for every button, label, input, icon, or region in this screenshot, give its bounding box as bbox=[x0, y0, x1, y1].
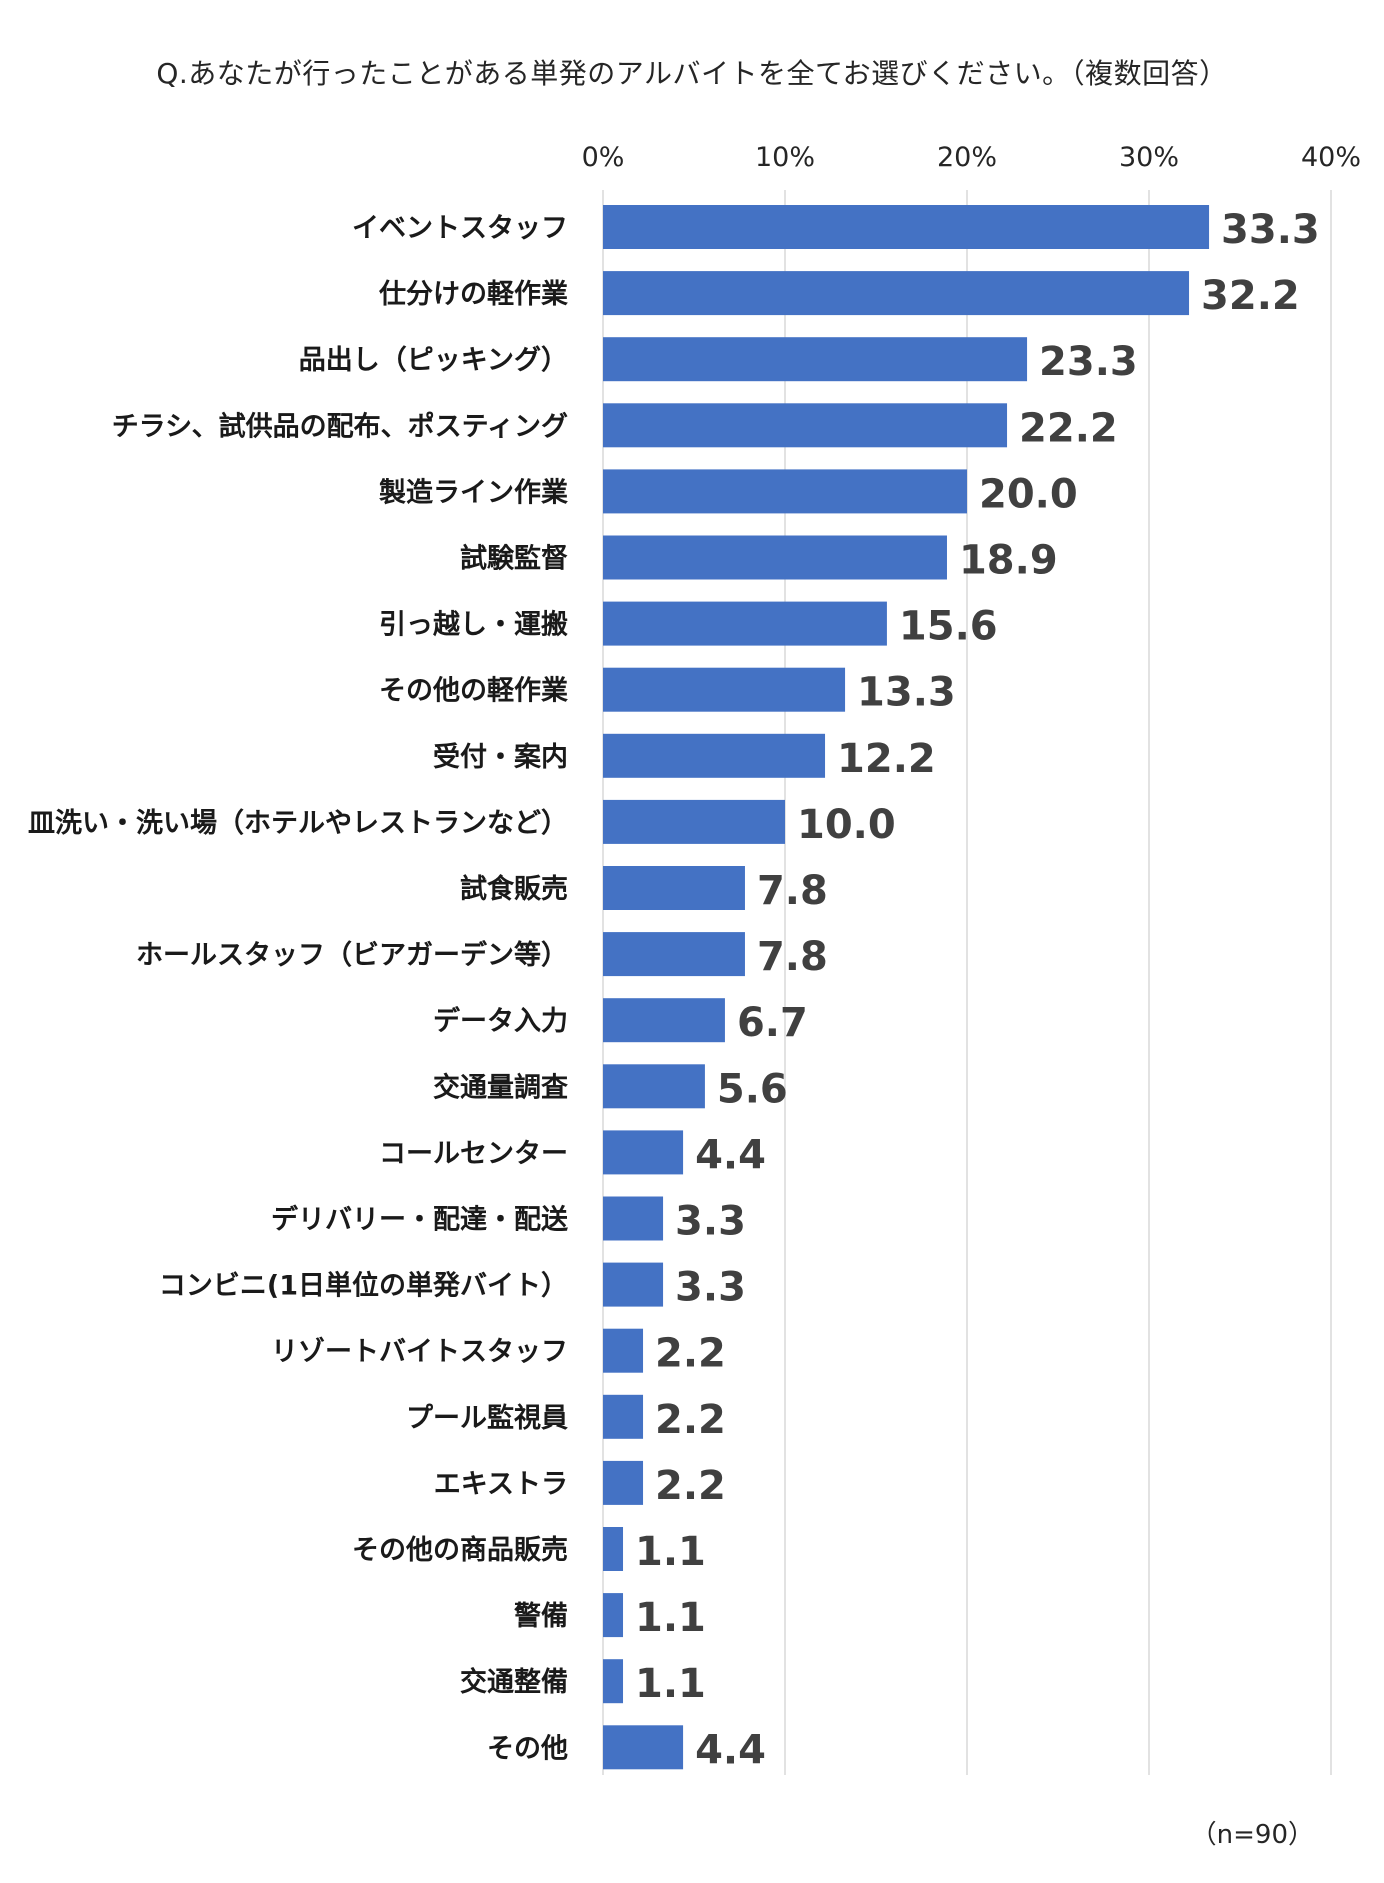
category-label: 引っ越し・運搬 bbox=[379, 609, 568, 641]
bars bbox=[603, 205, 1210, 1770]
category-label: デリバリー・配達・配送 bbox=[271, 1204, 568, 1236]
gridlines bbox=[602, 190, 1332, 1775]
x-tick-label: 0% bbox=[582, 142, 625, 173]
data-label: 33.3 bbox=[1221, 207, 1320, 253]
x-tick-label: 10% bbox=[755, 142, 815, 173]
bar bbox=[603, 1725, 684, 1770]
bar bbox=[603, 1460, 644, 1505]
bar bbox=[603, 799, 785, 844]
data-label: 7.8 bbox=[757, 934, 828, 980]
category-label: リゾートバイトスタッフ bbox=[271, 1337, 568, 1368]
bar bbox=[603, 1262, 664, 1307]
category-label: 試食販売 bbox=[460, 873, 568, 905]
bar bbox=[603, 1394, 644, 1439]
category-label: 受付・案内 bbox=[433, 741, 568, 773]
bar bbox=[603, 998, 725, 1043]
data-label: 2.2 bbox=[655, 1463, 726, 1509]
data-label: 2.2 bbox=[655, 1397, 726, 1443]
category-label: その他の商品販売 bbox=[352, 1535, 568, 1566]
category-label: 交通量調査 bbox=[433, 1071, 568, 1103]
data-label: 1.1 bbox=[635, 1529, 706, 1575]
bar bbox=[603, 1196, 664, 1241]
data-label: 6.7 bbox=[737, 1000, 808, 1046]
data-label: 23.3 bbox=[1039, 339, 1138, 385]
data-label: 2.2 bbox=[655, 1331, 726, 1377]
category-label: 警備 bbox=[514, 1600, 568, 1632]
bar bbox=[603, 1064, 705, 1109]
data-label: 3.3 bbox=[675, 1265, 746, 1311]
category-label: 試験監督 bbox=[460, 543, 568, 575]
data-label: 15.6 bbox=[899, 604, 998, 650]
x-tick-label: 20% bbox=[937, 142, 997, 173]
data-label: 12.2 bbox=[837, 736, 936, 782]
bar bbox=[603, 1130, 684, 1175]
bar bbox=[603, 1659, 624, 1704]
category-label: コンビニ(1日単位の単発バイト） bbox=[159, 1270, 568, 1302]
category-label: コールセンター bbox=[379, 1138, 568, 1169]
data-label: 1.1 bbox=[635, 1595, 706, 1641]
data-label: 4.4 bbox=[695, 1132, 766, 1178]
data-label: 10.0 bbox=[797, 802, 896, 848]
data-label: 13.3 bbox=[857, 670, 956, 716]
category-label: 品出し（ピッキング） bbox=[299, 344, 568, 376]
category-label: その他の軽作業 bbox=[379, 676, 568, 707]
bar bbox=[603, 1527, 624, 1571]
data-label: 32.2 bbox=[1201, 273, 1300, 319]
chart-title: Q.あなたが行ったことがある単発のアルバイトを全てお選びください。（複数回答） bbox=[156, 57, 1228, 90]
data-label: 5.6 bbox=[717, 1066, 788, 1112]
category-label: チラシ、試供品の配布、ポスティング bbox=[112, 410, 568, 442]
data-label: 20.0 bbox=[979, 471, 1078, 517]
data-label: 22.2 bbox=[1019, 405, 1118, 451]
bar bbox=[603, 601, 887, 646]
category-label: プール監視員 bbox=[406, 1403, 568, 1434]
category-label: イベントスタッフ bbox=[352, 213, 568, 244]
data-label: 4.4 bbox=[695, 1727, 766, 1773]
data-label: 1.1 bbox=[635, 1661, 706, 1707]
category-label: 交通整備 bbox=[460, 1666, 568, 1698]
category-label: 製造ライン作業 bbox=[379, 477, 568, 508]
bar bbox=[603, 535, 947, 580]
data-label: 7.8 bbox=[757, 868, 828, 914]
category-label: ホールスタッフ（ビアガーデン等） bbox=[136, 939, 568, 971]
bar bbox=[603, 1593, 624, 1638]
category-label: エキストラ bbox=[434, 1469, 568, 1500]
bar bbox=[603, 932, 745, 977]
x-tick-label: 30% bbox=[1119, 142, 1179, 173]
data-label: 3.3 bbox=[675, 1199, 746, 1245]
category-label: 皿洗い・洗い場（ホテルやレストランなど） bbox=[28, 808, 568, 839]
category-label: 仕分けの軽作業 bbox=[378, 279, 568, 310]
bar bbox=[603, 271, 1190, 316]
bar bbox=[603, 337, 1028, 382]
bar bbox=[603, 866, 745, 910]
bar bbox=[603, 469, 967, 514]
bar bbox=[603, 205, 1210, 249]
bar bbox=[603, 1328, 644, 1373]
sample-size-note: （n=90） bbox=[1190, 1820, 1314, 1850]
x-tick-label: 40% bbox=[1301, 142, 1361, 173]
x-axis-ticks: 0% 10% 20% 30% 40% bbox=[582, 142, 1361, 173]
category-label: データ入力 bbox=[433, 1005, 568, 1037]
value-labels: 33.3 32.2 23.3 22.2 20.0 18.9 15.6 13.3 12.2 10.0… bbox=[635, 207, 1320, 1773]
bar bbox=[603, 733, 826, 778]
bar bbox=[603, 403, 1008, 448]
bar bbox=[603, 667, 846, 712]
category-label: その他 bbox=[487, 1733, 568, 1764]
data-label: 18.9 bbox=[959, 538, 1058, 584]
